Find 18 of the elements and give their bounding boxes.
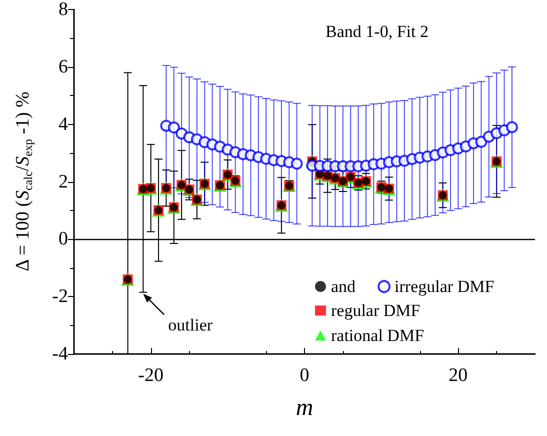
y-tick-label: 0	[58, 228, 68, 250]
text: Band 1-0, Fit 2	[326, 22, 428, 41]
x-tick-label: 0	[300, 365, 310, 386]
x-tick-label: -20	[138, 365, 164, 386]
x-tick-label: 20	[448, 365, 468, 386]
legend-label: rational DMF	[331, 326, 424, 345]
y-tick-label: 2	[58, 171, 68, 192]
y-tick-label: -4	[52, 344, 68, 364]
y-axis-title: Δ = 100 (Scalc/Sexp -1) %	[12, 91, 35, 272]
y-tick-label: -2	[52, 286, 68, 308]
y-tick-label: 4	[58, 114, 68, 135]
annotation: outlier	[168, 316, 213, 335]
y-tick-label: 8	[58, 0, 68, 20]
y-tick-label: 6	[58, 56, 68, 78]
legend-label: regular DMF	[331, 301, 420, 320]
x-axis-title: m	[296, 395, 314, 421]
legend-label: irregular DMF	[394, 277, 494, 296]
legend-label: and	[331, 277, 356, 296]
